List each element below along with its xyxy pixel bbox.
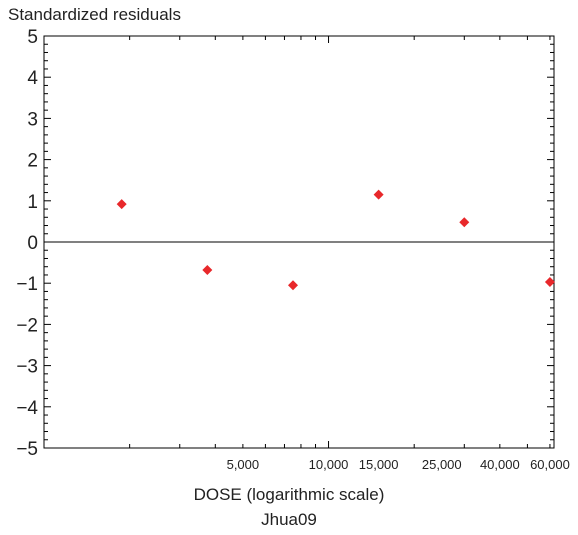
y-tick-label: 5	[27, 27, 38, 48]
y-tick-label: −4	[16, 398, 38, 419]
data-point	[459, 217, 470, 228]
data-point	[202, 265, 213, 276]
data-point	[287, 280, 298, 291]
y-tick-label: 1	[27, 192, 38, 213]
y-tick-label: −3	[16, 357, 38, 378]
y-tick-label: 3	[27, 109, 38, 130]
x-axis-title: DOSE (logarithmic scale)	[193, 485, 385, 504]
data-point	[544, 276, 555, 287]
y-tick-label: −5	[16, 439, 38, 460]
x-tick-label: 10,000	[309, 457, 349, 472]
y-tick-label: −1	[16, 274, 38, 295]
x-tick-label: 5,000	[227, 457, 260, 472]
data-point	[373, 189, 384, 200]
y-axis-title: Standardized residuals	[8, 5, 181, 24]
residual-scatter-chart: 5 4 3 2 1 0 −1 −2 −3 −4 −5 5,000 10,000 15,000 25,000 4…	[16, 27, 570, 472]
y-tick-label: 4	[27, 68, 38, 89]
y-tick-label: 2	[27, 151, 38, 172]
x-tick-label: 40,000	[480, 457, 520, 472]
y-tick-label: −2	[16, 315, 38, 336]
y-tick-label: 0	[27, 233, 38, 254]
data-point	[116, 199, 127, 210]
x-tick-label: 15,000	[359, 457, 399, 472]
x-tick-label: 25,000	[422, 457, 462, 472]
chart-subtitle: Jhua09	[261, 510, 317, 529]
x-tick-label: 60,000	[530, 457, 570, 472]
